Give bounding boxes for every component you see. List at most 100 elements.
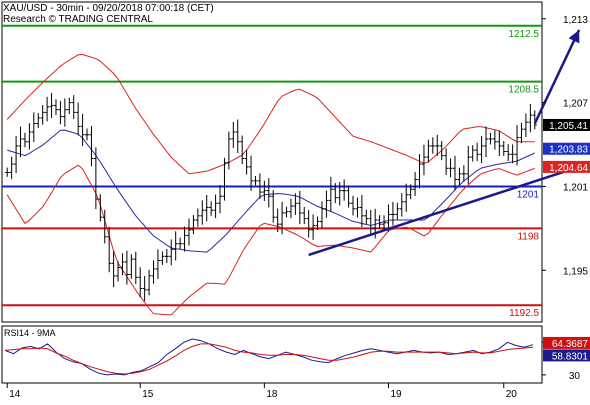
candle — [262, 180, 267, 201]
candle — [76, 102, 81, 136]
candle — [430, 137, 435, 154]
candle — [413, 172, 418, 196]
candle — [111, 250, 116, 288]
candle — [466, 145, 471, 184]
candle — [235, 119, 240, 153]
candle — [164, 248, 169, 263]
price-axis-label: 1,213 — [563, 15, 588, 26]
candle — [488, 132, 493, 145]
candle — [186, 218, 191, 246]
level-label: 1208.5 — [508, 85, 539, 96]
rsi-axis-label: 30 — [569, 371, 581, 382]
candle — [461, 165, 466, 182]
candle — [528, 104, 533, 133]
candle — [129, 254, 134, 279]
candle — [435, 134, 440, 156]
candle — [315, 216, 320, 230]
current-value-box — [543, 142, 590, 155]
candle — [58, 100, 63, 125]
x-axis-day-label: 15 — [142, 389, 154, 400]
candle — [67, 97, 72, 114]
level-label: 1201 — [517, 189, 540, 200]
candle — [457, 167, 462, 186]
candle — [275, 208, 280, 232]
candle — [107, 226, 112, 273]
candle — [324, 190, 329, 218]
candle — [195, 208, 200, 227]
candle — [231, 122, 236, 148]
candle — [288, 198, 293, 219]
x-axis-day-label: 19 — [390, 389, 402, 400]
candle — [18, 126, 23, 158]
level-label: 1198 — [517, 231, 539, 242]
rsi-value-label: 64.3687 — [552, 339, 589, 350]
candle — [5, 167, 10, 177]
projection-arrow-shaft — [533, 29, 581, 125]
candle — [421, 144, 426, 176]
current-value-label: 1,204.64 — [549, 163, 588, 174]
candle — [191, 215, 196, 235]
candle — [297, 190, 302, 225]
candle — [222, 157, 227, 201]
candle — [124, 250, 129, 285]
candle — [359, 194, 364, 227]
candle — [257, 173, 262, 199]
candle — [31, 112, 36, 143]
candle — [444, 148, 449, 175]
current-value-box — [543, 160, 590, 173]
candle — [439, 141, 444, 161]
candle — [492, 130, 497, 150]
candle — [506, 144, 511, 161]
candle — [209, 201, 214, 216]
candle — [368, 209, 373, 237]
candle — [302, 206, 307, 225]
candle — [151, 260, 156, 284]
candle — [22, 132, 27, 148]
candle — [479, 136, 484, 164]
x-axis-day-label: 18 — [266, 389, 278, 400]
candle — [319, 201, 324, 229]
candle — [408, 184, 413, 200]
candle — [280, 201, 285, 235]
candle — [218, 185, 223, 214]
candle — [532, 110, 537, 130]
candle — [342, 179, 347, 201]
candle — [213, 194, 218, 219]
rsi-value-box — [543, 349, 590, 362]
candle — [173, 231, 178, 261]
candle — [333, 183, 338, 204]
candle — [120, 253, 125, 276]
trendline — [308, 167, 576, 257]
candle — [523, 113, 528, 137]
candle — [515, 125, 520, 166]
level-label: 1192.5 — [509, 308, 539, 319]
bollinger-lower-line — [6, 164, 535, 316]
level-label: 1212.5 — [508, 29, 539, 40]
candle — [355, 197, 360, 218]
candle — [346, 185, 351, 208]
candle — [102, 209, 107, 244]
candle — [470, 145, 475, 162]
x-axis-day-label: 20 — [506, 389, 518, 400]
candle — [249, 155, 254, 191]
chart-source: Research © TRADING CENTRAL — [3, 14, 153, 25]
candle — [204, 194, 209, 222]
candle — [328, 176, 333, 212]
candle — [337, 181, 342, 206]
candle — [377, 215, 382, 229]
candle — [98, 194, 103, 222]
candle — [404, 183, 409, 212]
candle — [244, 149, 249, 175]
x-axis-day-label: 14 — [9, 389, 21, 400]
candle — [200, 200, 205, 225]
candle — [133, 251, 138, 284]
price-axis-label: 1,207 — [563, 99, 588, 110]
candle — [390, 201, 395, 226]
candle — [71, 95, 76, 120]
candle — [182, 226, 187, 252]
candle — [226, 131, 231, 170]
rsi-line — [4, 338, 534, 376]
candle — [497, 130, 502, 156]
